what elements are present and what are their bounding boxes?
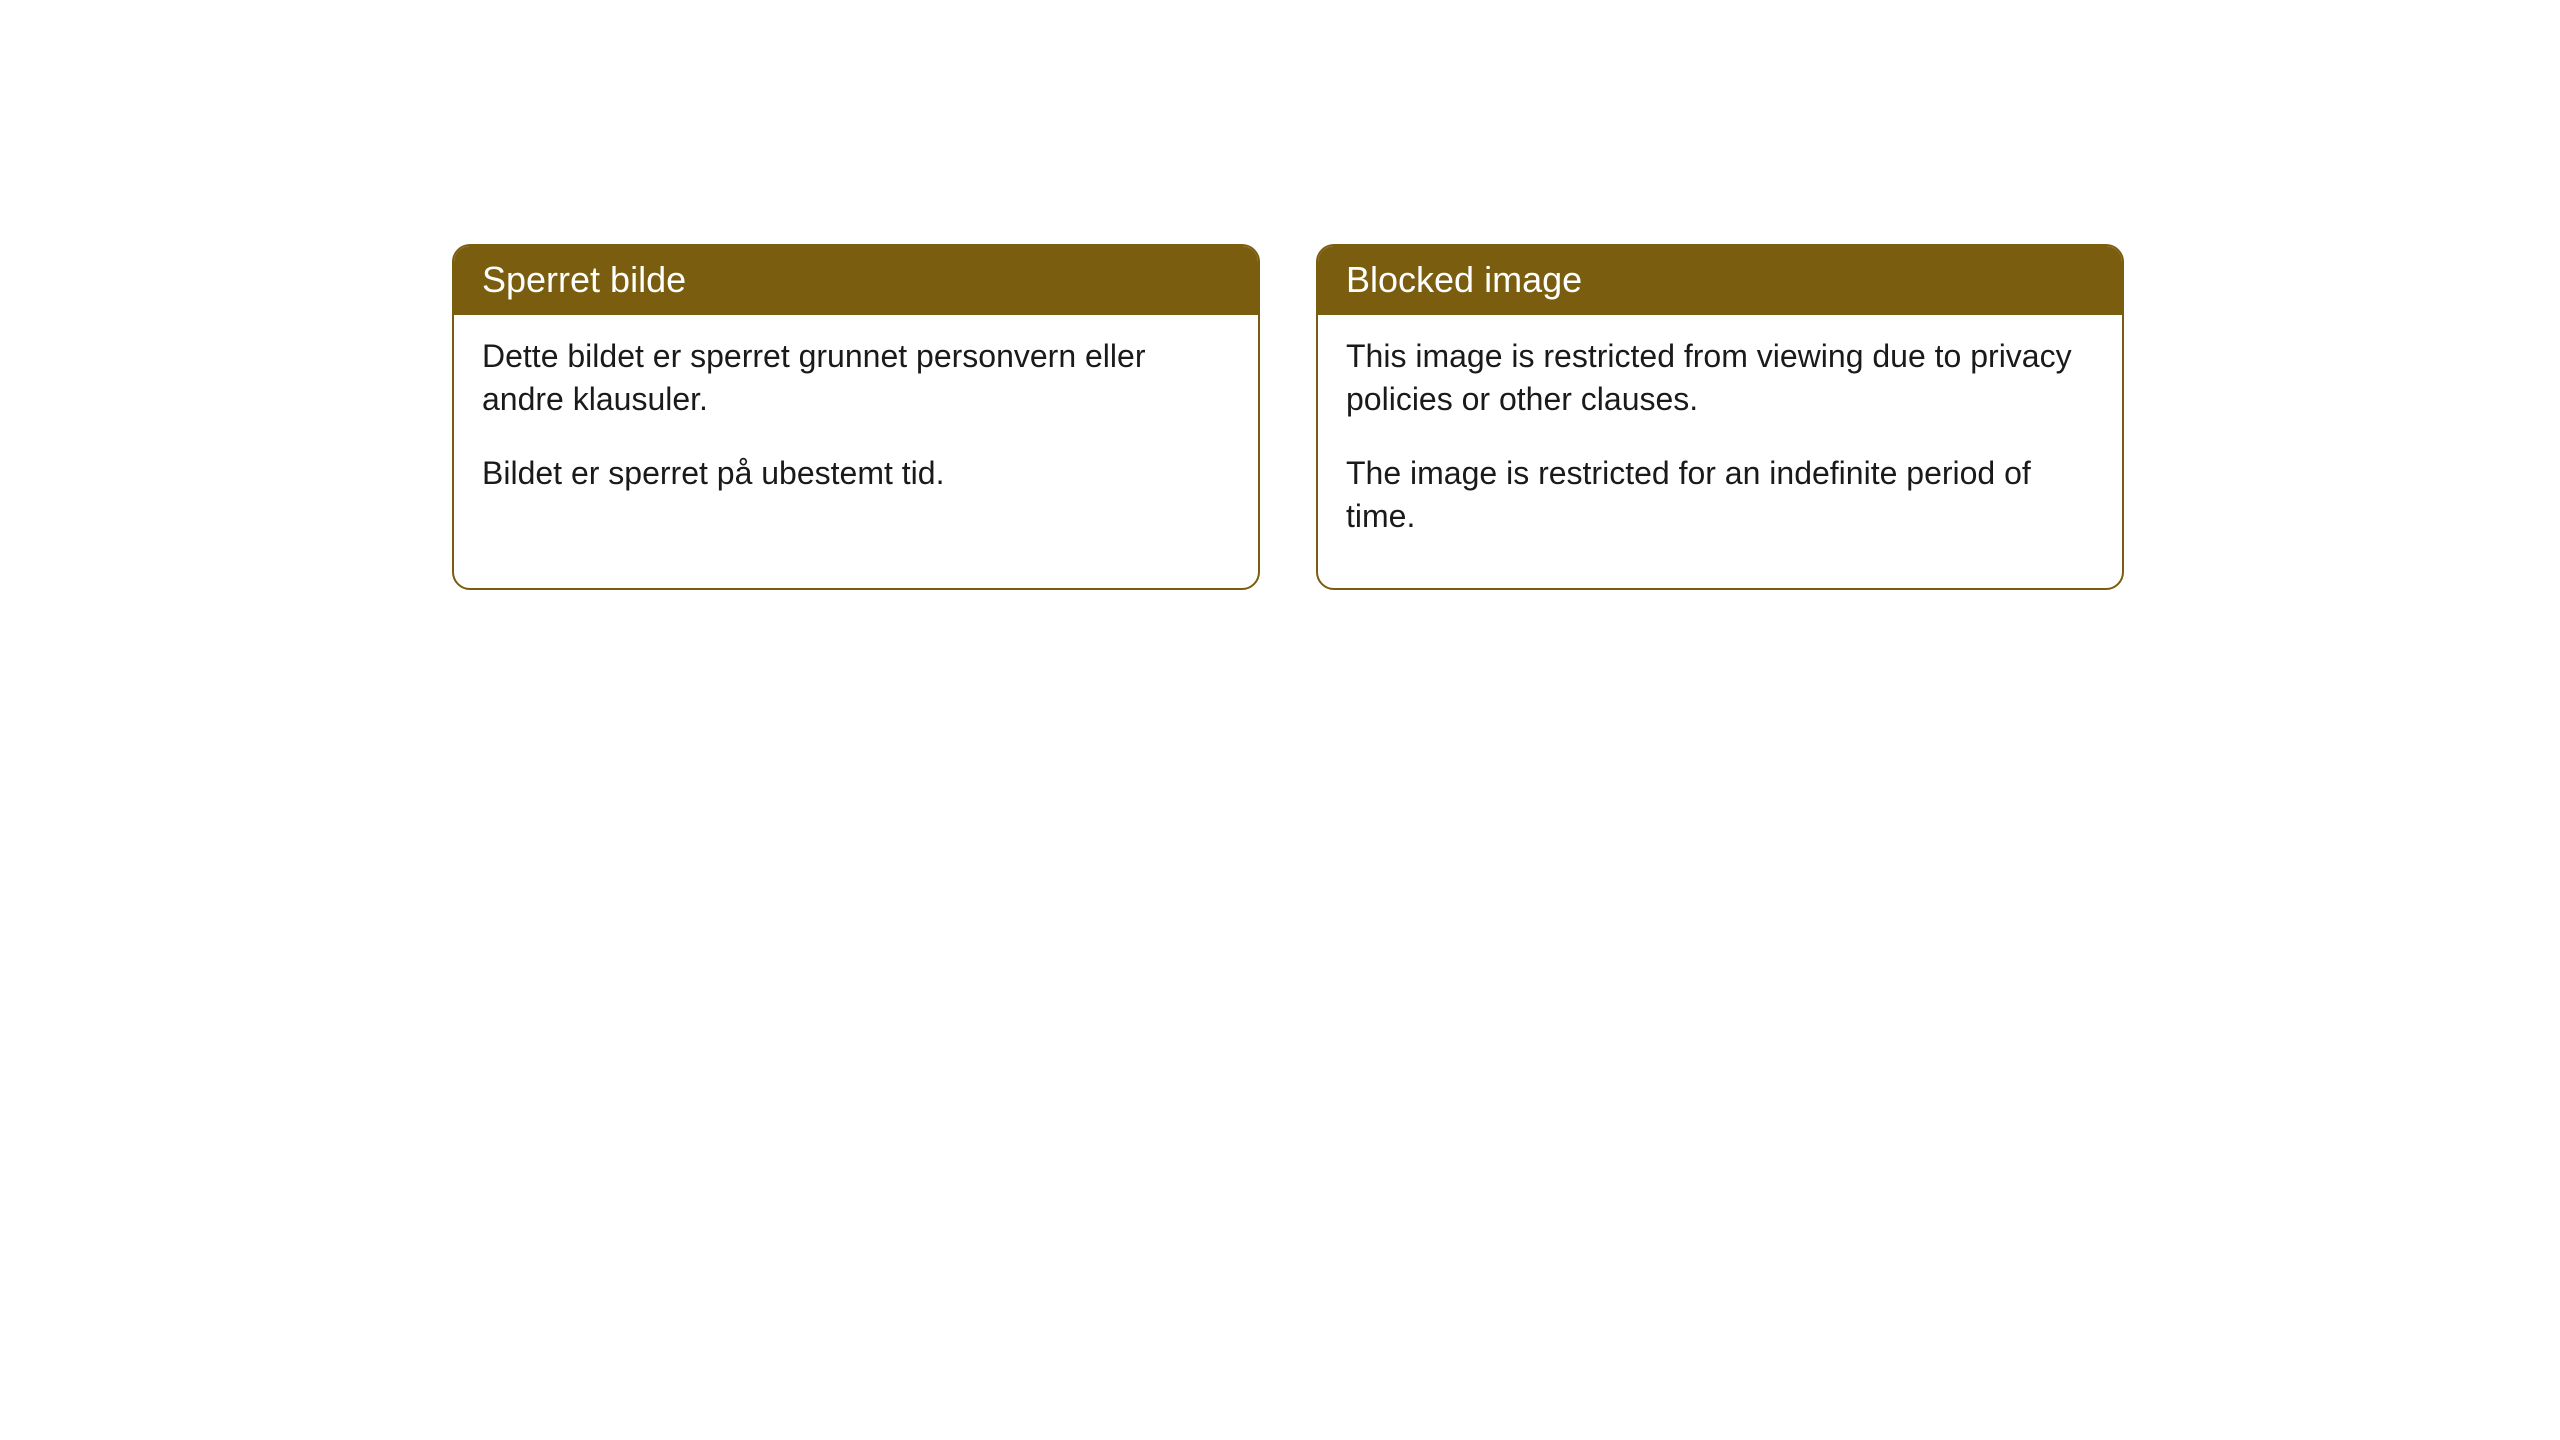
card-body: Dette bildet er sperret grunnet personve… (454, 315, 1258, 545)
notice-cards-container: Sperret bilde Dette bildet er sperret gr… (452, 244, 2124, 590)
blocked-image-card-en: Blocked image This image is restricted f… (1316, 244, 2124, 590)
card-paragraph: Dette bildet er sperret grunnet personve… (482, 335, 1230, 421)
card-paragraph: This image is restricted from viewing du… (1346, 335, 2094, 421)
blocked-image-card-no: Sperret bilde Dette bildet er sperret gr… (452, 244, 1260, 590)
card-header: Sperret bilde (454, 246, 1258, 315)
card-header: Blocked image (1318, 246, 2122, 315)
card-paragraph: The image is restricted for an indefinit… (1346, 452, 2094, 538)
card-paragraph: Bildet er sperret på ubestemt tid. (482, 452, 1230, 495)
card-body: This image is restricted from viewing du… (1318, 315, 2122, 588)
